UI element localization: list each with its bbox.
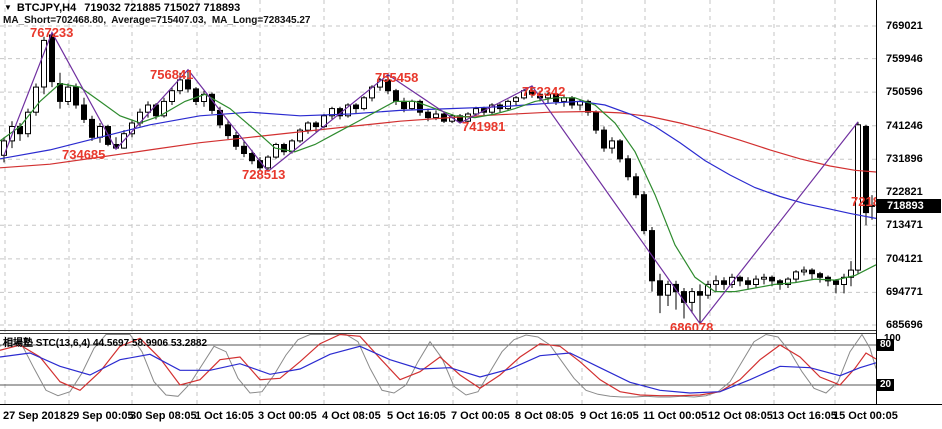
- time-axis-label: 7 Oct 00:05: [451, 410, 510, 422]
- time-axis-label: 12 Oct 08:05: [708, 410, 773, 422]
- time-axis-label: 11 Oct 00:05: [643, 410, 708, 422]
- time-axis-label: 30 Sep 08:05: [130, 410, 197, 422]
- price-axis-label: 750596: [886, 86, 923, 98]
- indicator-title: 相場塾 STC(13,6,4) 44.5697 58.9906 53.2882: [3, 338, 208, 349]
- time-axis[interactable]: 27 Sep 2018 29 Sep 00:05 30 Sep 08:05 1 Oct…: [0, 405, 942, 429]
- price-axis-label: 759946: [886, 53, 923, 65]
- time-axis-label: 15 Oct 00:05: [833, 410, 898, 422]
- time-axis-label: 1 Oct 16:05: [195, 410, 254, 422]
- time-axis-label: 29 Sep 00:05: [67, 410, 134, 422]
- time-axis-label: 8 Oct 08:05: [515, 410, 574, 422]
- time-axis-label: 4 Oct 08:05: [322, 410, 381, 422]
- time-axis-label: 27 Sep 2018: [3, 410, 66, 422]
- price-axis-label: 722821: [886, 186, 923, 198]
- price-axis-label: 694771: [886, 286, 923, 298]
- time-axis-label: 3 Oct 00:05: [258, 410, 317, 422]
- indicator-axis-label: 20: [877, 379, 895, 391]
- price-axis-label: 685696: [886, 319, 923, 331]
- indicator-axis-label: 80: [877, 339, 895, 351]
- time-axis-label: 5 Oct 16:05: [387, 410, 446, 422]
- time-axis-label: 13 Oct 16:05: [772, 410, 837, 422]
- time-axis-label: 9 Oct 16:05: [580, 410, 639, 422]
- indicator-axis-label: 100: [884, 333, 901, 345]
- price-axis-label: 769021: [886, 20, 923, 32]
- price-axis-label: 741246: [886, 120, 923, 132]
- current-price-badge: 718893: [877, 199, 941, 213]
- price-axis-label: 704121: [886, 253, 923, 265]
- price-axis-label: 731896: [886, 153, 923, 165]
- price-axis-label: 713471: [886, 219, 923, 231]
